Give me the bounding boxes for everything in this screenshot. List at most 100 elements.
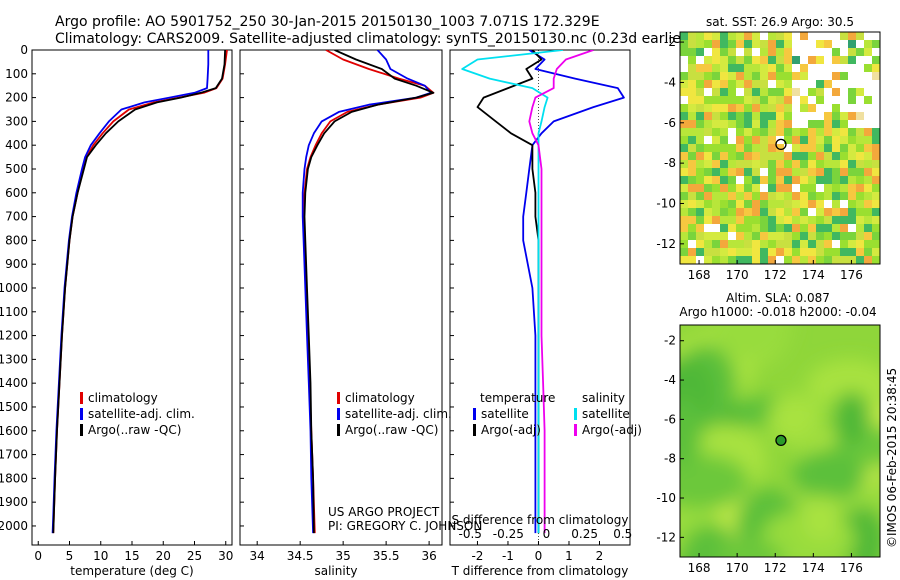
- sst-pixel: [840, 240, 848, 248]
- sst-pixel: [776, 224, 784, 232]
- sst-pixel: [840, 96, 848, 104]
- sst-pixel: [832, 224, 840, 232]
- sst-pixel: [840, 128, 848, 136]
- sst-pixel: [688, 72, 696, 80]
- sst-pixel: [824, 104, 832, 112]
- sst-pixel: [744, 40, 752, 48]
- sst-pixel: [872, 152, 880, 160]
- sst-pixel: [808, 112, 816, 120]
- sst-pixel: [848, 152, 856, 160]
- depth-tick-label: 600: [5, 186, 28, 200]
- sla-map-field: [680, 325, 880, 557]
- sst-pixel: [848, 128, 856, 136]
- sst-pixel: [816, 128, 824, 136]
- x-tick-label: -2: [471, 549, 483, 563]
- salinity-legend: climatology satellite-adj. clim. Argo(..…: [337, 391, 452, 437]
- sst-pixel: [744, 32, 752, 40]
- map-y-tick-label: -8: [664, 452, 676, 466]
- s-tick-label: 0.5: [613, 527, 632, 541]
- sst-pixel: [696, 216, 704, 224]
- sla-blobs: [680, 325, 880, 557]
- sst-pixel: [864, 32, 872, 40]
- sst-pixel: [720, 152, 728, 160]
- sst-pixel: [688, 248, 696, 256]
- sst-pixel: [736, 72, 744, 80]
- sst-pixel: [680, 104, 688, 112]
- sst-pixel: [768, 144, 776, 152]
- sst-pixel: [784, 40, 792, 48]
- sst-pixel: [832, 200, 840, 208]
- sst-pixel: [856, 88, 864, 96]
- sst-pixel: [824, 48, 832, 56]
- sst-pixel: [696, 224, 704, 232]
- sst-pixel: [760, 160, 768, 168]
- sst-pixel: [848, 256, 856, 264]
- sst-pixel: [840, 48, 848, 56]
- sst-pixel: [792, 184, 800, 192]
- sst-pixel: [752, 176, 760, 184]
- sst-pixel: [864, 88, 872, 96]
- sst-pixel: [712, 168, 720, 176]
- project-credit: US ARGO PROJECT: [328, 505, 440, 519]
- x-tick-label: 35: [336, 549, 351, 563]
- sst-pixel: [768, 200, 776, 208]
- sst-pixel: [792, 232, 800, 240]
- sst-pixel: [744, 184, 752, 192]
- sst-pixel: [776, 48, 784, 56]
- sst-pixel: [728, 232, 736, 240]
- sst-pixel: [720, 112, 728, 120]
- sst-pixel: [816, 160, 824, 168]
- sst-pixel: [864, 96, 872, 104]
- sst-pixel: [864, 160, 872, 168]
- sst-pixel: [800, 112, 808, 120]
- sst-pixel: [728, 40, 736, 48]
- sst-pixel: [712, 184, 720, 192]
- sst-pixel: [696, 32, 704, 40]
- sst-pixel: [856, 72, 864, 80]
- sst-pixel: [680, 120, 688, 128]
- salinity-xlabel: salinity: [314, 564, 357, 578]
- sst-pixel: [832, 152, 840, 160]
- sst-pixel: [864, 64, 872, 72]
- sst-pixel: [848, 248, 856, 256]
- sst-pixel: [704, 40, 712, 48]
- legend-s-argo: Argo(-adj): [582, 423, 642, 437]
- sst-pixel: [752, 192, 760, 200]
- sst-pixel: [752, 168, 760, 176]
- sst-pixel: [696, 40, 704, 48]
- series-line-climatology: [52, 50, 228, 534]
- sst-pixel: [688, 136, 696, 144]
- sst-pixel: [808, 96, 816, 104]
- sst-pixel: [816, 120, 824, 128]
- map-x-tick-label: 168: [688, 268, 711, 282]
- map-y-tick-label: -4: [664, 75, 676, 89]
- sst-pixel: [840, 120, 848, 128]
- sst-pixel: [736, 200, 744, 208]
- sst-pixel: [784, 216, 792, 224]
- sst-pixel: [768, 32, 776, 40]
- sst-pixel: [712, 208, 720, 216]
- sla-blob: [715, 539, 785, 557]
- sst-pixel: [720, 192, 728, 200]
- sst-pixel: [800, 200, 808, 208]
- sst-pixel: [704, 120, 712, 128]
- sst-pixel: [808, 152, 816, 160]
- sst-pixel: [776, 256, 784, 264]
- sst-pixel: [720, 144, 728, 152]
- sst-pixel: [784, 32, 792, 40]
- sst-pixel: [704, 192, 712, 200]
- sst-pixel: [848, 120, 856, 128]
- sst-pixel: [792, 200, 800, 208]
- sst-pixel: [816, 224, 824, 232]
- sst-pixel: [792, 256, 800, 264]
- sst-pixel: [688, 96, 696, 104]
- sst-pixel: [752, 224, 760, 232]
- sst-pixel: [872, 232, 880, 240]
- sst-pixel: [696, 248, 704, 256]
- sst-pixel: [800, 88, 808, 96]
- sst-pixel: [832, 240, 840, 248]
- argo-location-marker: [775, 138, 787, 151]
- legend-climatology: climatology: [88, 391, 158, 405]
- sst-pixel: [688, 184, 696, 192]
- sst-pixel: [816, 40, 824, 48]
